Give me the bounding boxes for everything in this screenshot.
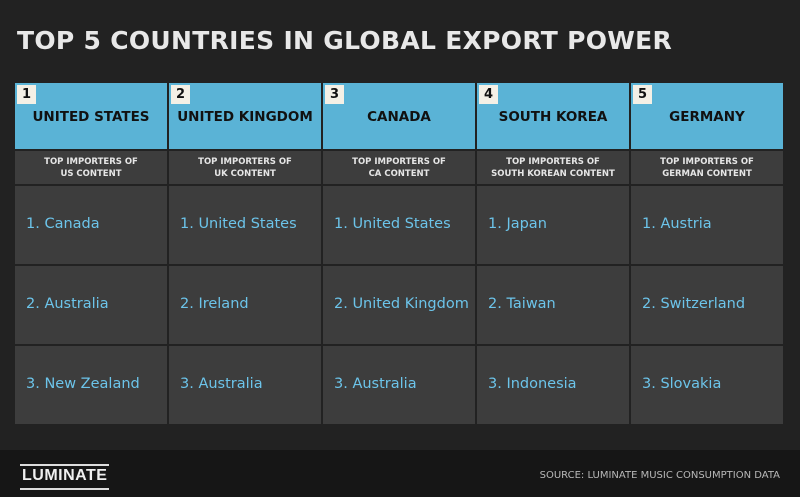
table-cell: 2. Australia: [15, 266, 167, 344]
table-cell: 1. Japan: [477, 186, 629, 264]
column-subtitle: TOP IMPORTERS OF CA CONTENT: [323, 151, 475, 184]
footer-bar: [0, 450, 800, 497]
table-cell: 3. Indonesia: [477, 346, 629, 424]
table-cell: 3. New Zealand: [15, 346, 167, 424]
country-name: GERMANY: [669, 109, 745, 125]
importer-entry: 1. Austria: [642, 216, 712, 232]
source-note: SOURCE: LUMINATE MUSIC CONSUMPTION DATA: [539, 470, 780, 481]
table-column-2: 2 UNITED KINGDOM TOP IMPORTERS OF UK CON…: [169, 83, 321, 424]
table-column-4: 4 SOUTH KOREA TOP IMPORTERS OF SOUTH KOR…: [477, 83, 629, 424]
importer-entry: 1. United States: [334, 216, 451, 232]
table-cell: 1. Canada: [15, 186, 167, 264]
importer-entry: 1. United States: [180, 216, 297, 232]
column-subtitle: TOP IMPORTERS OF GERMAN CONTENT: [631, 151, 783, 184]
table-cell: 1. United States: [323, 186, 475, 264]
importer-entry: 2. Australia: [26, 296, 109, 312]
table-cell: 1. Austria: [631, 186, 783, 264]
importer-entry: 2. Switzerland: [642, 296, 746, 312]
importer-entry: 2. Ireland: [180, 296, 249, 312]
rank-badge: 5: [633, 85, 652, 104]
importer-entry: 1. Canada: [26, 216, 100, 232]
column-header: 3 CANADA: [323, 83, 475, 149]
column-subtitle: TOP IMPORTERS OF SOUTH KOREAN CONTENT: [477, 151, 629, 184]
rank-badge: 3: [325, 85, 344, 104]
table-cell: 3. Australia: [323, 346, 475, 424]
table-cell: 2. Ireland: [169, 266, 321, 344]
table-cell: 3. Slovakia: [631, 346, 783, 424]
importer-entry: 3. Australia: [180, 376, 263, 392]
column-subtitle: TOP IMPORTERS OF US CONTENT: [15, 151, 167, 184]
importer-entry: 1. Japan: [488, 216, 547, 232]
luminate-logo: LUMINATE: [20, 464, 110, 490]
column-header: 1 UNITED STATES: [15, 83, 167, 149]
table-cell: 3. Australia: [169, 346, 321, 424]
table-column-1: 1 UNITED STATES TOP IMPORTERS OF US CONT…: [15, 83, 167, 424]
rank-badge: 1: [17, 85, 36, 104]
table-cell: 2. United Kingdom: [323, 266, 475, 344]
column-subtitle: TOP IMPORTERS OF UK CONTENT: [169, 151, 321, 184]
table-cell: 2. Switzerland: [631, 266, 783, 344]
table-column-5: 5 GERMANY TOP IMPORTERS OF GERMAN CONTEN…: [631, 83, 783, 424]
column-header: 2 UNITED KINGDOM: [169, 83, 321, 149]
page-title: TOP 5 COUNTRIES IN GLOBAL EXPORT POWER: [17, 26, 673, 55]
export-table: 1 UNITED STATES TOP IMPORTERS OF US CONT…: [15, 83, 784, 424]
importer-entry: 3. Indonesia: [488, 376, 577, 392]
importer-entry: 3. Slovakia: [642, 376, 722, 392]
rank-badge: 2: [171, 85, 190, 104]
table-cell: 2. Taiwan: [477, 266, 629, 344]
table-cell: 1. United States: [169, 186, 321, 264]
importer-entry: 3. New Zealand: [26, 376, 140, 392]
column-header: 5 GERMANY: [631, 83, 783, 149]
country-name: SOUTH KOREA: [498, 109, 608, 125]
importer-entry: 2. United Kingdom: [334, 296, 469, 312]
column-header: 4 SOUTH KOREA: [477, 83, 629, 149]
rank-badge: 4: [479, 85, 498, 104]
country-name: UNITED KINGDOM: [177, 109, 313, 125]
country-name: UNITED STATES: [32, 109, 150, 125]
table-column-3: 3 CANADA TOP IMPORTERS OF CA CONTENT 1. …: [323, 83, 475, 424]
importer-entry: 3. Australia: [334, 376, 417, 392]
importer-entry: 2. Taiwan: [488, 296, 556, 312]
country-name: CANADA: [367, 109, 431, 125]
